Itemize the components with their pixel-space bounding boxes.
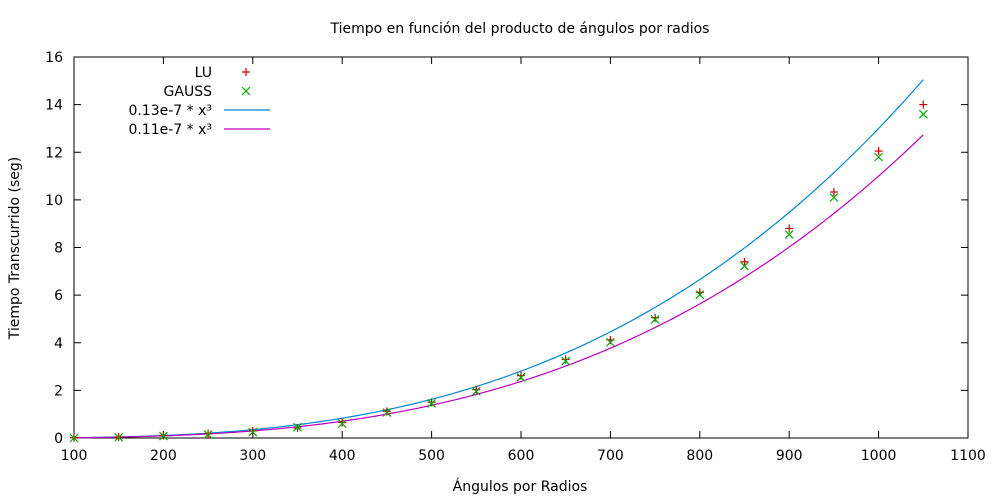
data-point-gauss [427, 399, 437, 408]
data-point-gauss [784, 229, 794, 239]
data-point-gauss [918, 109, 928, 119]
x-tick-label: 1100 [950, 448, 986, 464]
y-tick-label: 6 [54, 288, 63, 304]
data-point-gauss [561, 356, 571, 366]
data-point-gauss [69, 433, 79, 443]
axis-ticks: 100 200 300 400 500 600 700 800 900 1000 1100 0 2 4 6 8… [45, 50, 986, 464]
y-tick-label: 10 [45, 193, 63, 209]
function-curves [73, 79, 924, 439]
x-tick-label: 600 [508, 448, 535, 464]
legend-marker [242, 68, 250, 76]
data-point-gauss [337, 419, 347, 429]
x-tick-label: 900 [776, 448, 803, 464]
data-point-lu [651, 313, 660, 322]
x-axis-title: Ángulos por Radios [453, 478, 588, 495]
x-tick-label: 300 [239, 448, 266, 464]
legend-label: GAUSS [164, 84, 213, 100]
data-point-lu [874, 147, 883, 156]
series-line-0.11e-7 * x³ [73, 134, 924, 439]
x-tick-label: 800 [686, 448, 713, 464]
legend-label: 0.11e-7 * x³ [128, 122, 212, 138]
data-point-gauss [829, 193, 839, 202]
data-points [69, 100, 928, 443]
x-tick-label: 200 [150, 448, 177, 464]
data-point-lu [338, 418, 347, 427]
legend-label: 0.13e-7 * x³ [128, 103, 212, 119]
x-tick-label: 500 [418, 448, 445, 464]
y-tick-label: 2 [54, 383, 63, 399]
legend-marker [241, 86, 251, 96]
data-point-gauss [382, 408, 392, 417]
data-point-gauss [874, 152, 884, 162]
data-point-lu [785, 224, 794, 233]
y-tick-label: 16 [45, 50, 63, 66]
y-axis-title: Tiempo Transcurrido (seg) [7, 157, 23, 341]
data-point-lu [382, 407, 391, 416]
data-point-gauss [695, 290, 705, 300]
legend-label: LU [195, 65, 212, 81]
y-tick-label: 0 [54, 431, 63, 447]
data-point-lu [517, 371, 525, 380]
chart-title: Tiempo en función del producto de ángulo… [330, 21, 710, 37]
data-point-gauss [293, 422, 302, 432]
data-point-lu [919, 100, 928, 109]
x-tick-label: 1000 [861, 448, 897, 464]
data-point-lu [561, 355, 570, 364]
y-tick-label: 12 [45, 145, 63, 161]
data-point-gauss [203, 430, 213, 439]
data-point-gauss [605, 337, 615, 347]
series-line-0.13e-7 * x³ [73, 79, 924, 439]
y-tick-label: 8 [54, 241, 63, 257]
data-point-gauss [516, 372, 526, 382]
data-point-lu [248, 426, 257, 435]
data-point-gauss [471, 386, 481, 396]
data-point-gauss [248, 427, 258, 437]
data-point-gauss [114, 432, 124, 442]
data-point-lu [472, 385, 481, 394]
data-point-lu [829, 188, 838, 197]
data-point-gauss [158, 431, 168, 441]
data-point-lu [427, 398, 436, 407]
data-point-lu [740, 257, 749, 266]
x-tick-label: 700 [597, 448, 624, 464]
x-tick-label: 400 [329, 448, 356, 464]
y-tick-label: 14 [45, 98, 63, 114]
legend: LU GAUSS 0.13e-7 * x³ 0.11e-7 * x³ [128, 65, 270, 138]
x-tick-label: 100 [61, 448, 88, 464]
y-tick-label: 4 [54, 336, 63, 352]
data-point-gauss [740, 261, 749, 271]
data-point-gauss [650, 314, 660, 324]
